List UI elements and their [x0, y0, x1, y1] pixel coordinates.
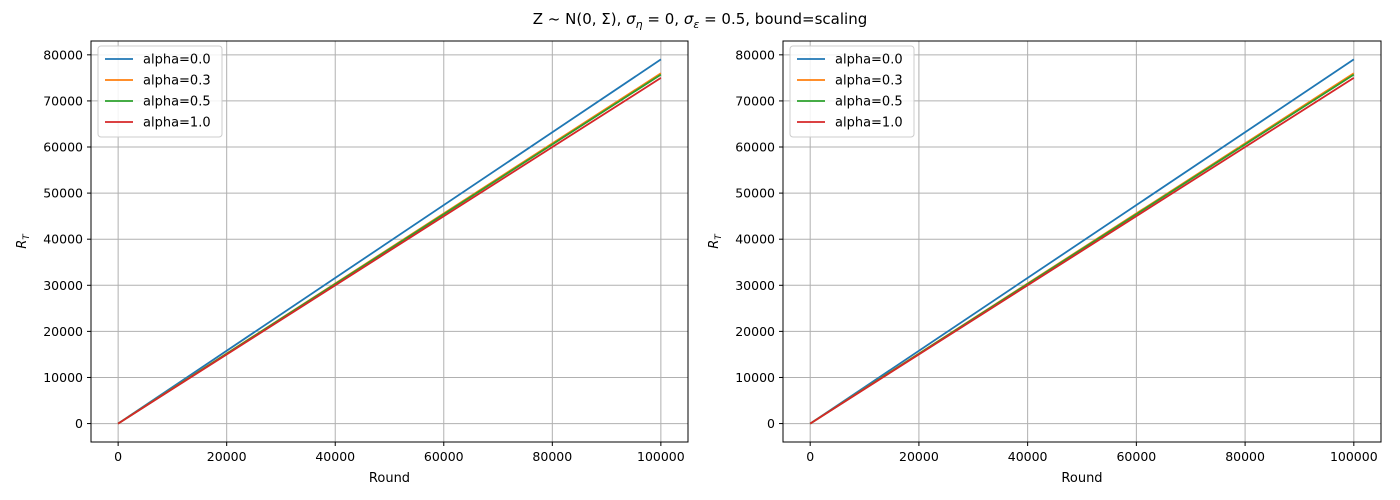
x-tick-label: 80000 [1225, 449, 1265, 464]
y-tick-label: 60000 [43, 140, 83, 155]
y-tick-label: 30000 [735, 278, 775, 293]
x-tick-label: 40000 [315, 449, 355, 464]
y-axis-label-sub: T [714, 233, 724, 240]
y-tick-label: 0 [767, 416, 775, 431]
x-axis-label: Round [369, 471, 410, 486]
x-tick-label: 20000 [899, 449, 939, 464]
x-tick-label: 0 [114, 449, 122, 464]
series-line-alpha=1.0 [117, 77, 662, 425]
y-axis-label-main: R [15, 240, 30, 249]
y-tick-label: 0 [75, 416, 83, 431]
y-tick-label: 10000 [43, 370, 83, 385]
legend-label: alpha=0.3 [835, 74, 903, 89]
legend-label: alpha=0.5 [835, 95, 903, 110]
x-axis-label: Round [1061, 471, 1102, 486]
y-tick-label: 20000 [43, 324, 83, 339]
series-line-alpha=0.0 [809, 58, 1355, 425]
legend-label: alpha=1.0 [835, 116, 903, 131]
legend-box [97, 45, 223, 138]
x-tick-label: 80000 [532, 449, 572, 464]
y-tick-label: 50000 [735, 186, 775, 201]
x-tick-label: 60000 [424, 449, 464, 464]
axes-frame [782, 40, 1382, 443]
y-axis-label: RT [707, 233, 724, 249]
y-axis-label-main: R [707, 240, 722, 249]
y-tick-label: 70000 [43, 93, 83, 108]
y-tick-label: 10000 [735, 370, 775, 385]
y-tick-label: 30000 [43, 278, 83, 293]
legend-label: alpha=0.3 [143, 74, 211, 89]
figure-title: Z ~ N(0, Σ), ση = 0, σε = 0.5, bound=sca… [533, 10, 867, 31]
legend-label: alpha=0.0 [835, 53, 903, 68]
y-tick-label: 50000 [43, 186, 83, 201]
y-tick-label: 60000 [735, 140, 775, 155]
x-tick-label: 0 [806, 449, 814, 464]
x-tick-label: 20000 [207, 449, 247, 464]
legend-box [789, 45, 915, 138]
y-tick-label: 20000 [735, 324, 775, 339]
y-tick-label: 80000 [43, 47, 83, 62]
legend-label: alpha=0.5 [143, 95, 211, 110]
plot-panel-1: 0 20000 40000 60000 80000 100000 0 10000 20000 30… [15, 40, 689, 486]
y-tick-label: 40000 [735, 232, 775, 247]
series-line-alpha=1.0 [809, 77, 1355, 425]
plot-panel-2: 0 20000 40000 60000 80000 100000 0 10000 20000 30… [707, 40, 1382, 486]
y-tick-label: 80000 [735, 47, 775, 62]
series-line-alpha=0.0 [117, 58, 662, 425]
y-axis-label-sub: T [22, 233, 32, 240]
x-tick-label: 40000 [1008, 449, 1048, 464]
legend-label: alpha=1.0 [143, 116, 211, 131]
axes-frame [90, 40, 689, 443]
y-tick-label: 40000 [43, 232, 83, 247]
x-tick-label: 100000 [637, 449, 685, 464]
legend: alpha=0.0 alpha=0.3 alpha=0.5 alpha=1.0 [789, 45, 915, 138]
x-tick-label: 60000 [1116, 449, 1156, 464]
x-tick-label: 100000 [1330, 449, 1378, 464]
y-tick-label: 70000 [735, 93, 775, 108]
legend: alpha=0.0 alpha=0.3 alpha=0.5 alpha=1.0 [97, 45, 223, 138]
y-axis-label: RT [15, 233, 32, 249]
legend-label: alpha=0.0 [143, 53, 211, 68]
